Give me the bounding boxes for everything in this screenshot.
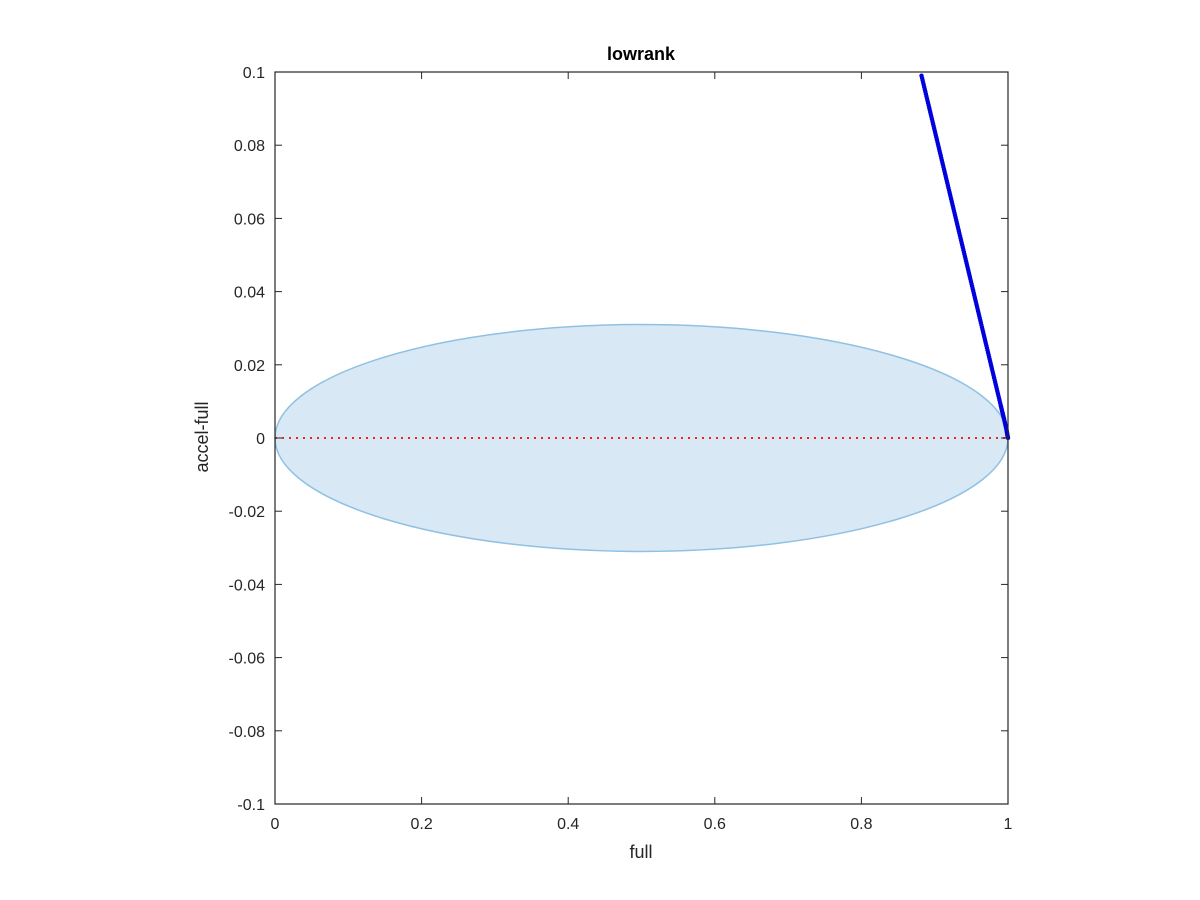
x-axis-ticks: 0 0.2 0.4 0.6 0.8 1 — [271, 72, 1013, 833]
x-tick-label: 0.8 — [850, 816, 872, 833]
y-tick-label: 0.02 — [234, 358, 265, 375]
y-tick-label: -0.02 — [229, 504, 266, 521]
y-tick-label: -0.04 — [229, 577, 266, 594]
y-tick-label: 0.08 — [234, 138, 265, 155]
x-tick-label: 1 — [1004, 816, 1013, 833]
y-tick-label: -0.1 — [237, 797, 265, 814]
x-tick-label: 0 — [271, 816, 280, 833]
chart-title: lowrank — [607, 44, 676, 64]
x-tick-label: 0.2 — [410, 816, 432, 833]
y-axis-ticks: -0.1 -0.08 -0.06 -0.04 -0.02 0 0.02 0.04 0.06 0.0… — [229, 65, 1008, 814]
y-tick-label: 0 — [256, 431, 265, 448]
y-tick-label: -0.06 — [229, 651, 266, 668]
y-axis-label: accel-full — [192, 401, 212, 472]
y-tick-label: 0.1 — [243, 65, 265, 82]
x-axis-label: full — [629, 842, 652, 862]
y-tick-label: -0.08 — [229, 724, 266, 741]
x-tick-label: 0.6 — [704, 816, 726, 833]
x-tick-label: 0.4 — [557, 816, 579, 833]
y-tick-label: 0.04 — [234, 285, 265, 302]
y-tick-label: 0.06 — [234, 211, 265, 228]
